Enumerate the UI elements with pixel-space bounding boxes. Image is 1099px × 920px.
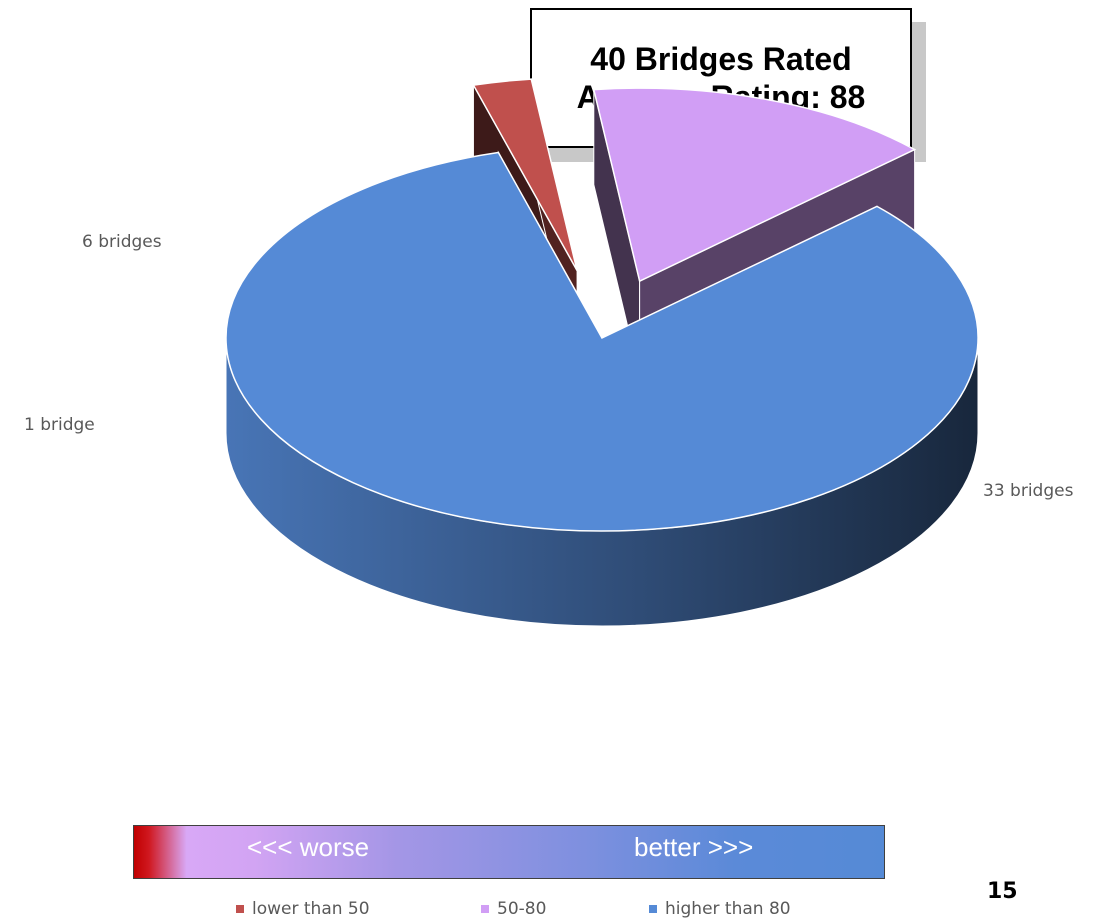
worse-better-scale-bar: <<< worse better >>> [133,825,885,879]
slice-top [472,78,578,271]
legend-swatch [481,905,489,913]
legend-swatch [649,905,657,913]
legend-label: 50-80 [497,899,547,919]
scale-better-text: better >>> [634,832,754,862]
legend-item-lower-than-50: lower than 50 [236,899,370,919]
legend-item-50-80: 50-80 [481,899,546,919]
chart-title-line-1: 40 Bridges Rated [590,41,852,77]
pie-chart [225,78,979,627]
data-label-higher-than-80: 33 bridges [983,481,1074,501]
page-number: 15 [987,879,1018,904]
data-label-lower-than-50: 1 bridge [24,415,95,435]
scale-worse-text: <<< worse [247,832,370,862]
pie-slice-higher-than-80 [225,150,979,627]
chart-legend: lower than 50 50-80 higher than 80 [0,899,1099,920]
legend-item-higher-than-80: higher than 80 [649,899,791,919]
slice-top [225,151,979,532]
slice-top [592,87,917,283]
legend-label: lower than 50 [252,899,370,919]
legend-swatch [236,905,244,913]
legend-label: higher than 80 [665,899,791,919]
data-label-50-80: 6 bridges [82,232,162,252]
